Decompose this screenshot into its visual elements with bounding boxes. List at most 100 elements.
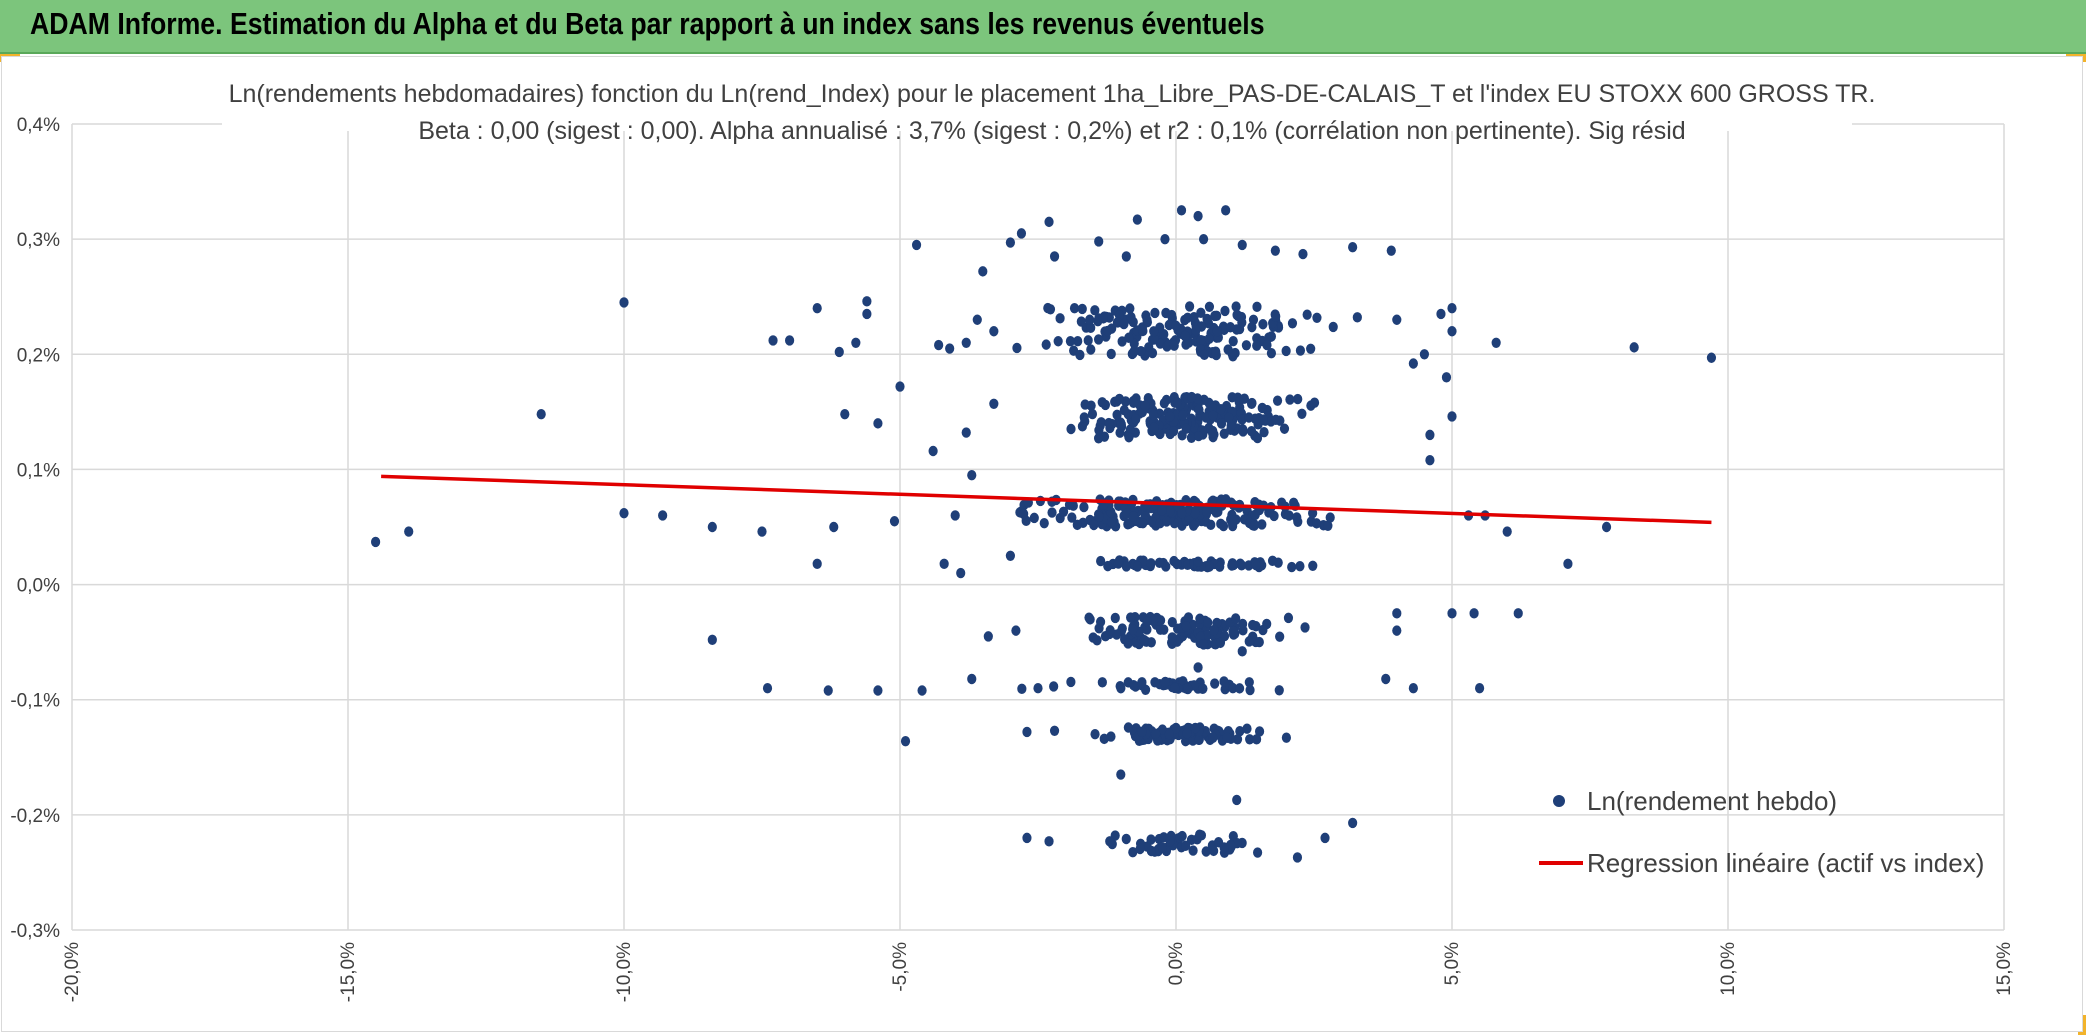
data-point — [1246, 425, 1257, 437]
data-point — [1237, 239, 1247, 251]
data-point — [1140, 400, 1150, 411]
data-point — [1019, 508, 1029, 520]
data-point — [1491, 337, 1501, 348]
data-point — [1165, 411, 1175, 422]
data-point — [1285, 394, 1295, 405]
data-point — [1219, 428, 1229, 439]
data-point — [1126, 612, 1136, 623]
data-point — [536, 408, 546, 420]
data-point — [1084, 612, 1094, 623]
data-point — [1017, 683, 1027, 695]
data-point — [1281, 345, 1291, 357]
data-point — [1177, 830, 1187, 842]
data-point — [1172, 558, 1182, 570]
data-point — [1236, 311, 1247, 323]
data-point — [1252, 340, 1262, 351]
data-point — [1090, 305, 1100, 316]
data-point — [1064, 499, 1075, 511]
data-point — [1244, 677, 1254, 688]
data-point — [1128, 397, 1139, 409]
data-point — [1392, 314, 1402, 325]
data-point — [1234, 396, 1244, 408]
data-point — [967, 673, 977, 685]
data-point — [1039, 517, 1049, 529]
data-point — [1099, 733, 1109, 745]
chart-area: Ln(rendements hebdomadaires) fonction du… — [1, 56, 2083, 1032]
data-point — [1124, 332, 1134, 343]
data-point — [1199, 349, 1209, 361]
data-point — [1022, 832, 1032, 844]
data-point — [1132, 214, 1142, 225]
data-point — [619, 297, 629, 308]
data-point — [1204, 333, 1214, 344]
data-point — [1287, 318, 1298, 329]
data-point — [1212, 326, 1222, 337]
data-point — [1408, 358, 1418, 369]
data-point — [1194, 404, 1204, 415]
data-point — [1116, 769, 1126, 780]
data-point — [1199, 233, 1209, 245]
data-point — [1157, 724, 1168, 735]
data-point — [1266, 347, 1277, 359]
data-point — [1092, 635, 1102, 646]
y-tick-label: 0,2% — [17, 345, 60, 366]
chart-title-line1: Ln(rendements hebdomadaires) fonction du… — [229, 80, 1876, 108]
data-point — [1258, 414, 1268, 425]
data-point — [1113, 558, 1123, 569]
data-point — [1194, 734, 1204, 745]
data-point — [950, 510, 960, 521]
data-point — [1126, 311, 1136, 323]
data-point — [1097, 397, 1107, 408]
data-point — [1135, 843, 1145, 855]
data-point — [1049, 681, 1059, 692]
data-point — [1195, 613, 1205, 624]
data-point — [1176, 205, 1187, 216]
data-point — [1298, 248, 1308, 260]
data-point — [1419, 349, 1429, 360]
data-point — [1114, 393, 1125, 405]
scatter-points — [371, 205, 1717, 863]
data-point — [1270, 245, 1280, 256]
y-tick-label: -0,1% — [10, 691, 60, 712]
y-tick-label: -0,2% — [10, 806, 60, 827]
data-point — [978, 266, 988, 277]
data-point — [1232, 734, 1243, 745]
data-point — [1049, 725, 1060, 737]
data-point — [1381, 673, 1391, 685]
data-point — [1259, 426, 1269, 438]
data-point — [1228, 335, 1238, 347]
data-point — [1177, 508, 1187, 519]
data-point — [1312, 312, 1322, 323]
y-tick-label: 0,4% — [17, 115, 60, 136]
data-point — [1271, 311, 1281, 322]
data-point — [1168, 425, 1179, 437]
data-point — [934, 339, 944, 351]
legend-label-line: Regression linéaire (actif vs index) — [1587, 848, 1984, 878]
data-point — [1123, 722, 1133, 733]
regression-line-path — [381, 474, 1712, 525]
data-point — [1129, 345, 1140, 356]
data-point — [1436, 308, 1446, 320]
data-point — [1300, 622, 1310, 633]
data-point — [1447, 411, 1457, 422]
data-point — [1164, 728, 1174, 740]
data-point — [1264, 507, 1274, 518]
data-point — [873, 418, 883, 429]
data-point — [1320, 832, 1330, 844]
data-point — [1262, 339, 1272, 351]
data-point — [1238, 424, 1248, 435]
data-point — [1148, 517, 1158, 529]
data-point — [1275, 631, 1285, 642]
data-point — [1077, 303, 1087, 315]
data-point — [785, 335, 795, 346]
data-point — [1094, 511, 1104, 522]
data-point — [1386, 245, 1396, 256]
data-point — [1283, 612, 1294, 624]
data-point — [1041, 339, 1051, 350]
data-point — [1203, 617, 1213, 628]
data-point — [1121, 833, 1131, 845]
data-point — [1309, 397, 1320, 408]
data-point — [1138, 518, 1148, 529]
data-point — [1258, 624, 1268, 636]
data-point — [1292, 852, 1303, 863]
